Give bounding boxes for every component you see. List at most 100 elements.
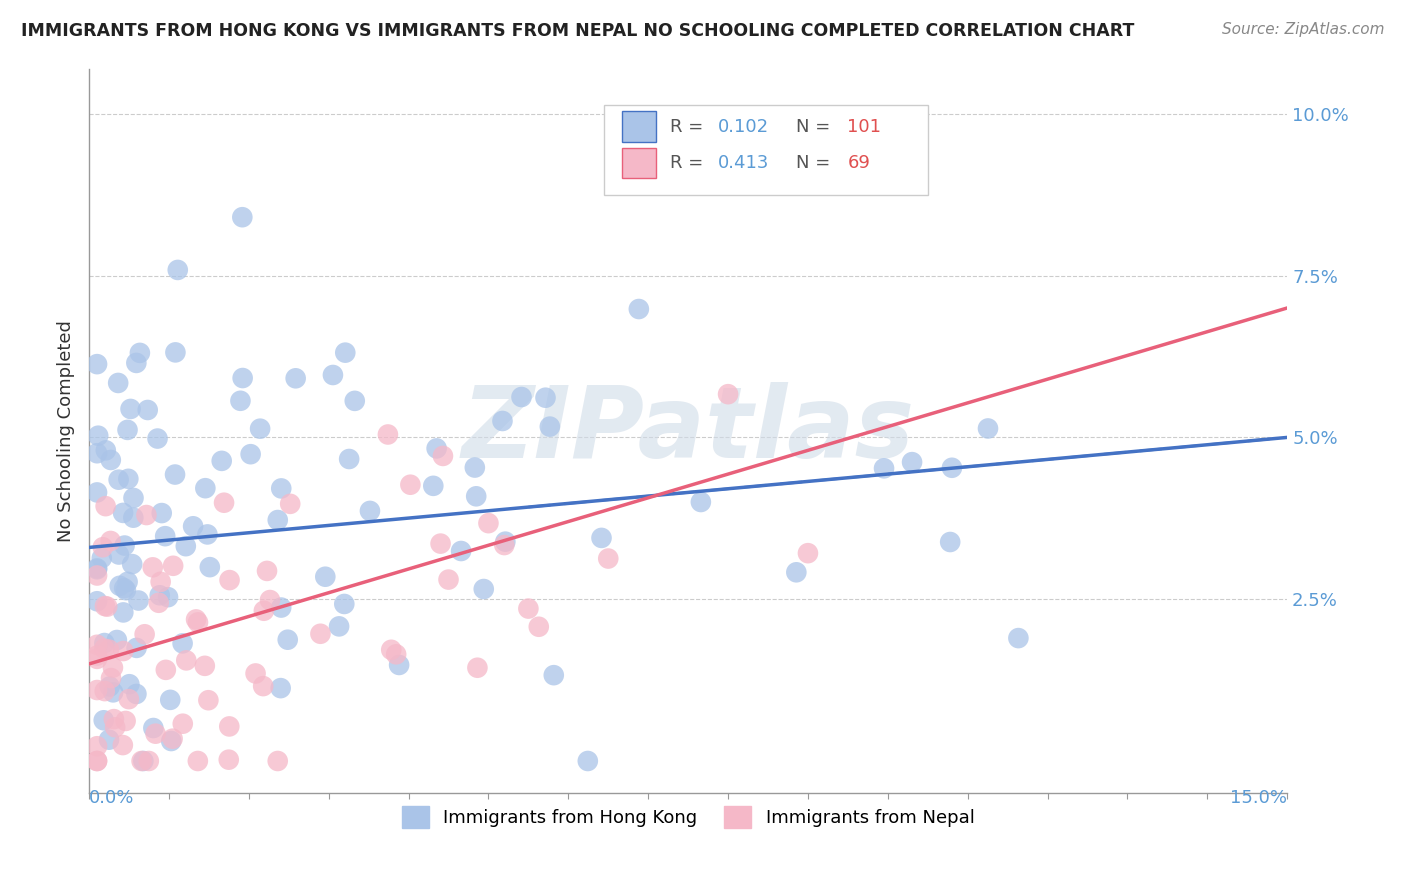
FancyBboxPatch shape xyxy=(605,104,928,195)
Point xyxy=(112,581,135,595)
Point xyxy=(163,467,186,482)
Point xyxy=(211,454,233,468)
Point xyxy=(689,495,711,509)
Text: R =: R = xyxy=(671,153,709,172)
Text: 0.413: 0.413 xyxy=(718,153,769,172)
Point xyxy=(100,453,122,467)
Point xyxy=(494,534,516,549)
Point xyxy=(148,596,170,610)
Point xyxy=(118,677,141,691)
Point xyxy=(117,423,139,437)
Point xyxy=(112,644,135,658)
Point xyxy=(385,648,408,662)
Point xyxy=(93,641,115,656)
Text: 101: 101 xyxy=(848,118,882,136)
Point xyxy=(267,513,290,527)
Point xyxy=(115,583,138,598)
Point xyxy=(477,516,499,530)
Point xyxy=(128,346,150,360)
Point xyxy=(335,345,357,359)
Point xyxy=(146,432,169,446)
Point xyxy=(977,421,1000,435)
Point xyxy=(103,712,125,726)
Point xyxy=(125,640,148,655)
Point xyxy=(797,546,820,560)
Point xyxy=(104,720,127,734)
Point xyxy=(422,479,444,493)
Point xyxy=(86,739,108,754)
Point xyxy=(465,489,488,503)
Point xyxy=(467,661,489,675)
Point xyxy=(142,721,165,735)
Point xyxy=(939,535,962,549)
Point xyxy=(194,481,217,495)
Point xyxy=(159,693,181,707)
Point xyxy=(94,443,117,458)
Point xyxy=(127,593,149,607)
Point xyxy=(627,301,650,316)
Point xyxy=(120,401,142,416)
Point xyxy=(184,612,207,626)
Point xyxy=(136,403,159,417)
Point xyxy=(86,357,108,371)
Point xyxy=(543,668,565,682)
Point xyxy=(162,558,184,573)
Point xyxy=(873,461,896,475)
Point xyxy=(229,393,252,408)
Point xyxy=(122,491,145,505)
Point xyxy=(153,529,176,543)
Point xyxy=(380,642,402,657)
Point xyxy=(114,539,136,553)
Point xyxy=(309,627,332,641)
Point xyxy=(121,557,143,571)
Point xyxy=(117,472,139,486)
Point xyxy=(122,510,145,524)
Point xyxy=(105,632,128,647)
Point xyxy=(94,599,117,613)
Point xyxy=(510,390,533,404)
Point xyxy=(86,562,108,576)
Point xyxy=(941,460,963,475)
Point xyxy=(591,531,613,545)
Point xyxy=(97,642,120,657)
Point xyxy=(100,533,122,548)
Point xyxy=(270,600,292,615)
Point xyxy=(284,371,307,385)
Point xyxy=(239,447,262,461)
Point xyxy=(534,391,557,405)
Point xyxy=(86,638,108,652)
Point xyxy=(377,427,399,442)
Point xyxy=(90,551,112,566)
Point xyxy=(112,506,135,520)
Point xyxy=(785,566,807,580)
Point xyxy=(337,452,360,467)
FancyBboxPatch shape xyxy=(623,147,655,178)
Text: N =: N = xyxy=(796,153,837,172)
Point xyxy=(388,657,411,672)
Text: 15.0%: 15.0% xyxy=(1230,789,1288,806)
Text: IMMIGRANTS FROM HONG KONG VS IMMIGRANTS FROM NEPAL NO SCHOOLING COMPLETED CORREL: IMMIGRANTS FROM HONG KONG VS IMMIGRANTS … xyxy=(21,22,1135,40)
Point xyxy=(165,345,187,359)
Point xyxy=(333,597,356,611)
Point xyxy=(86,568,108,582)
Point xyxy=(277,632,299,647)
Point xyxy=(1007,631,1029,645)
Point xyxy=(125,356,148,370)
Point xyxy=(93,636,115,650)
Point xyxy=(218,573,240,587)
Point xyxy=(91,541,114,555)
Point xyxy=(96,599,118,614)
Point xyxy=(314,570,336,584)
Point xyxy=(86,652,108,666)
Point xyxy=(399,477,422,491)
Legend: Immigrants from Hong Kong, Immigrants from Nepal: Immigrants from Hong Kong, Immigrants fr… xyxy=(394,798,981,835)
Point xyxy=(198,560,221,574)
Point xyxy=(107,473,129,487)
Point xyxy=(437,573,460,587)
Point xyxy=(187,615,209,630)
Point xyxy=(108,579,131,593)
Text: ZIPatlas: ZIPatlas xyxy=(461,383,915,479)
Point xyxy=(134,627,156,641)
Point xyxy=(155,663,177,677)
Point xyxy=(432,449,454,463)
